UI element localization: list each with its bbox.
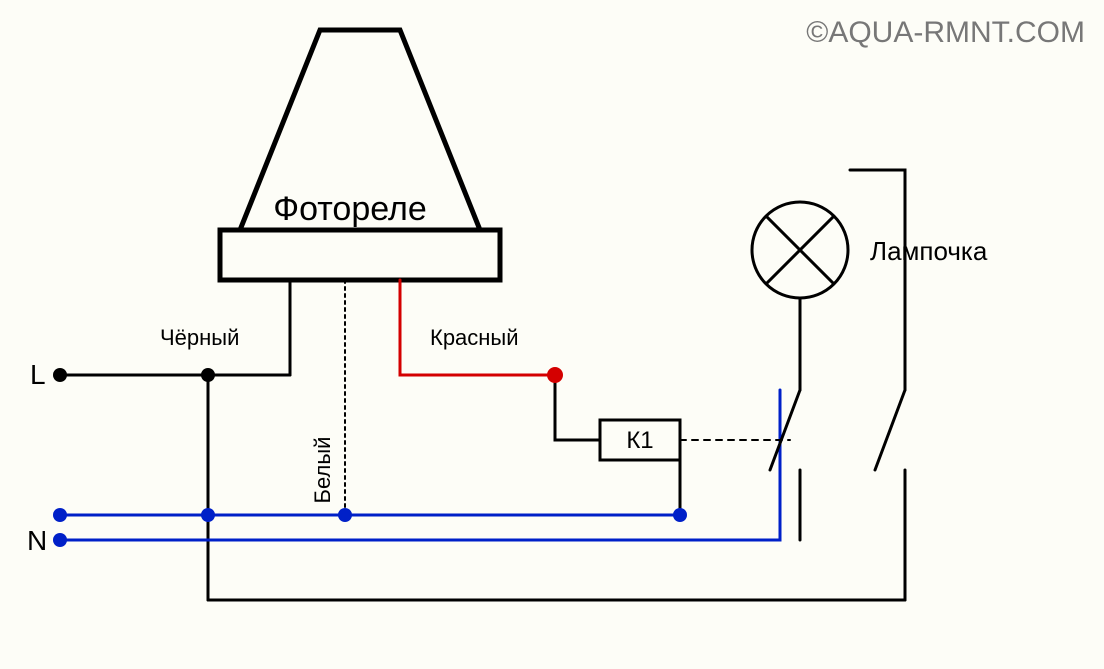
label-N: N <box>27 525 47 556</box>
node-L <box>53 368 67 382</box>
photorelay-label: Фотореле <box>273 190 427 228</box>
lamp-label: Лампочка <box>870 236 988 266</box>
node-N_j2 <box>338 508 352 522</box>
label-L: L <box>30 359 46 390</box>
label-white: Белый <box>310 437 335 504</box>
node-red <box>547 367 563 383</box>
label-red: Красный <box>430 325 519 350</box>
node-N_j1 <box>201 508 215 522</box>
wiring-diagram: ©AQUA-RMNT.COM Фотореле К1 Лампочка L N Чёрный… <box>0 0 1104 669</box>
label-black: Чёрный <box>160 325 239 350</box>
node-K1_j <box>673 508 687 522</box>
node-N_under <box>53 533 67 547</box>
watermark: ©AQUA-RMNT.COM <box>806 16 1085 49</box>
node-N <box>53 508 67 522</box>
node-L_junc <box>201 368 215 382</box>
k1-label: К1 <box>626 427 653 454</box>
